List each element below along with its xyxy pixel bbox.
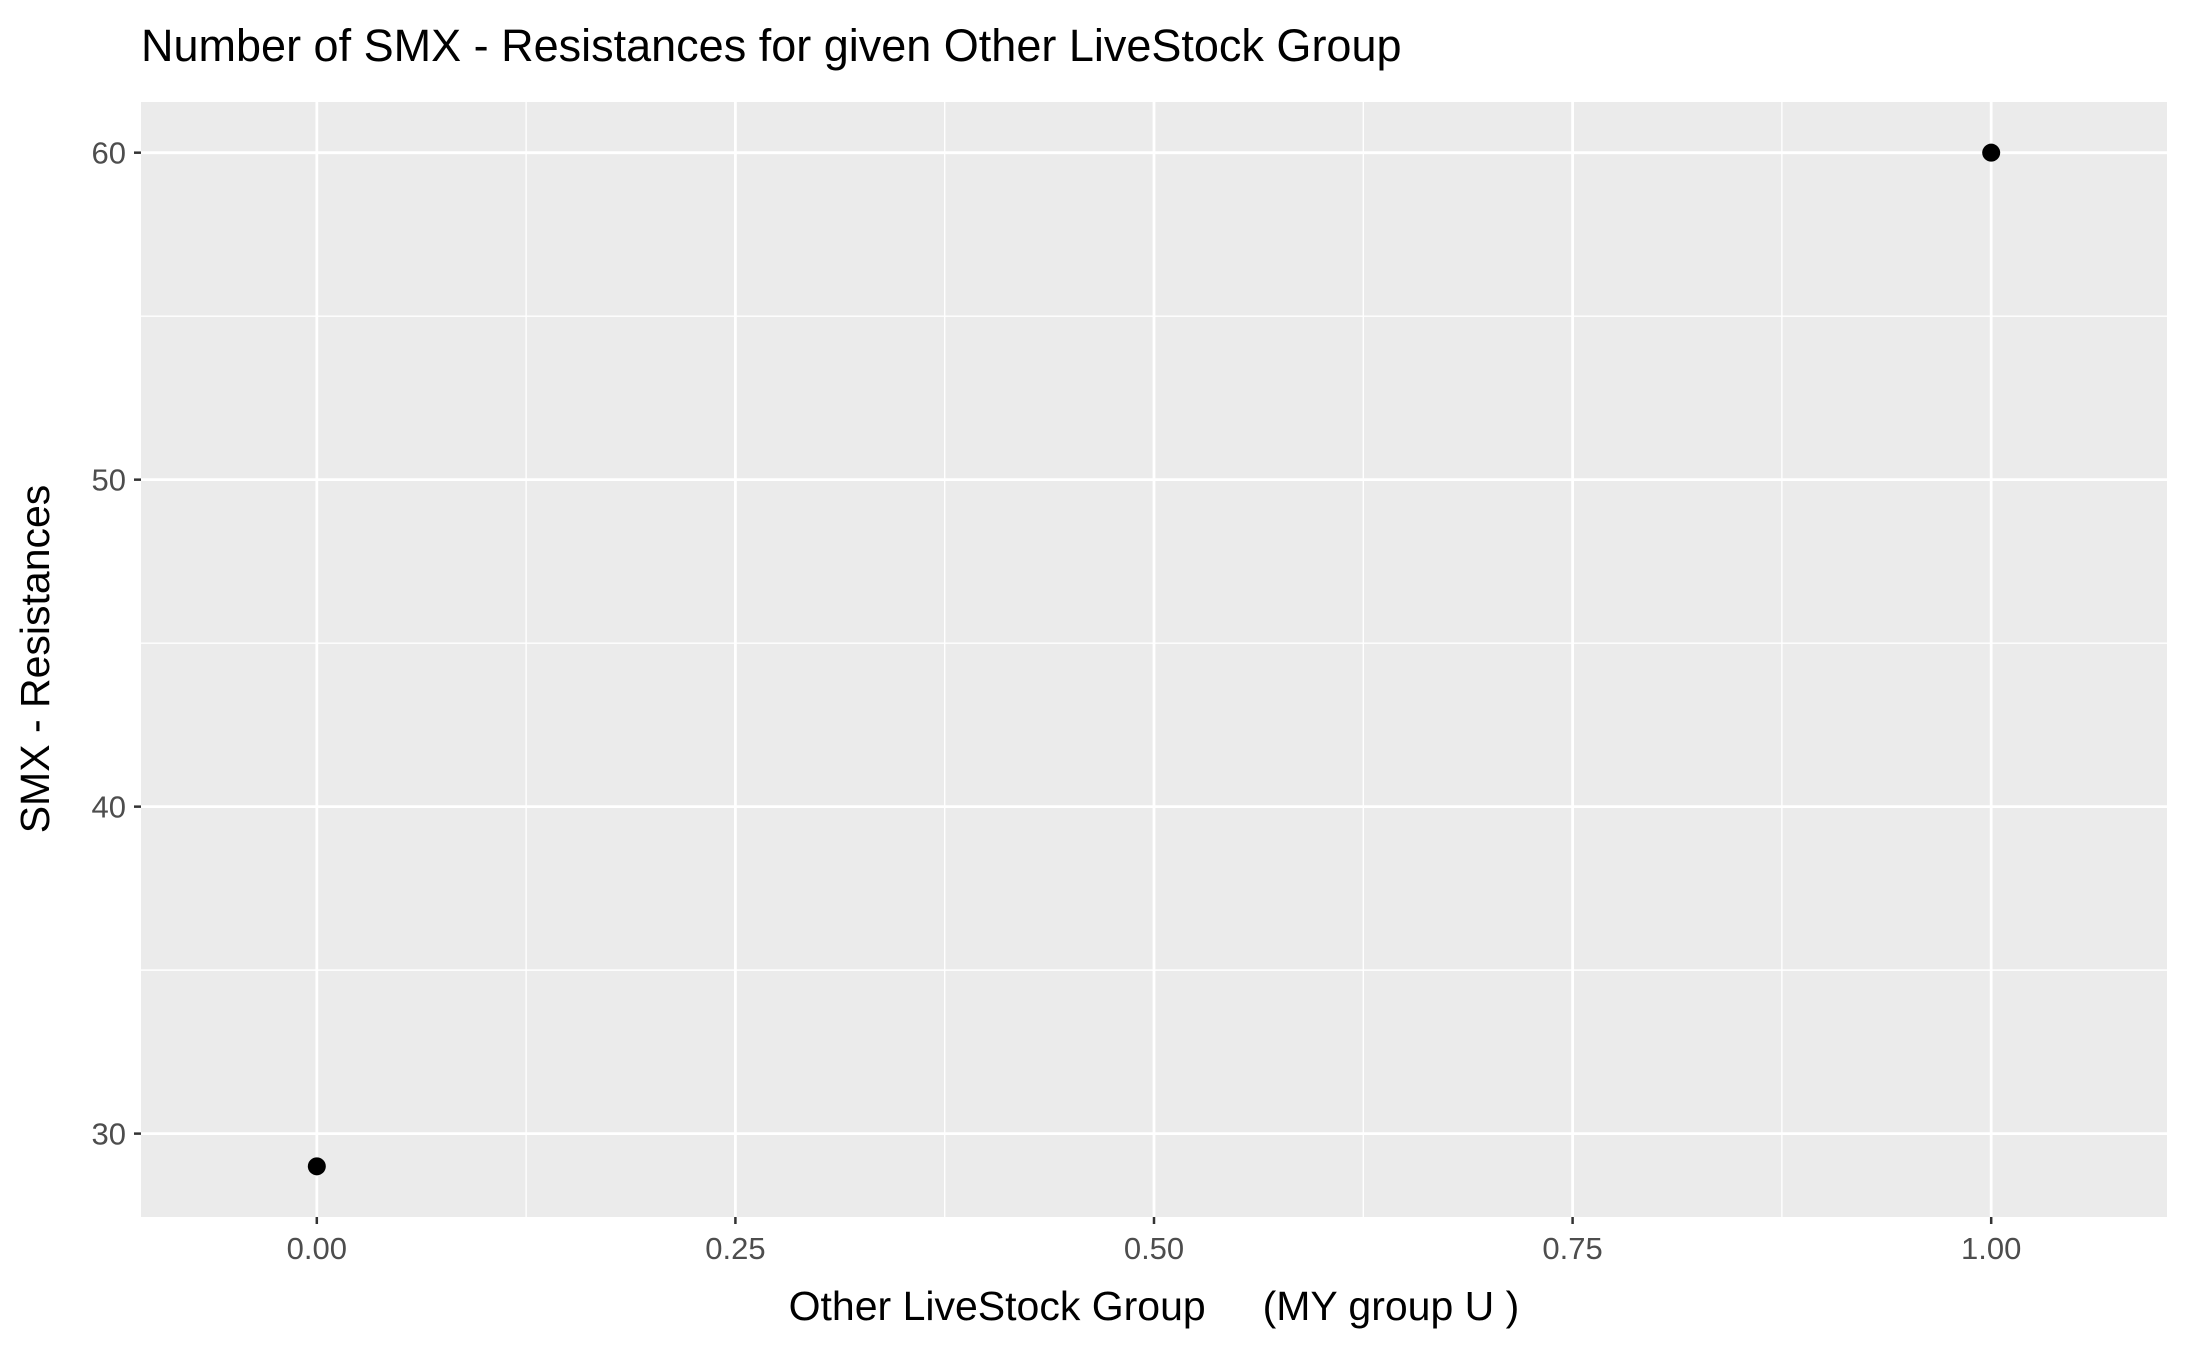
x-axis: 0.00 0.25 0.50 0.75 1.00 xyxy=(287,1217,2021,1266)
y-tick-label: 50 xyxy=(92,463,126,498)
x-tick-label: 0.25 xyxy=(705,1231,765,1266)
y-tick-label: 60 xyxy=(92,136,126,171)
data-point xyxy=(1982,143,2001,162)
x-tick-label: 0.50 xyxy=(1124,1231,1184,1266)
data-points xyxy=(307,143,2001,1176)
grid-major xyxy=(141,102,2167,1217)
x-tick-label: 0.75 xyxy=(1542,1231,1602,1266)
y-axis: 30 40 50 60 xyxy=(92,136,141,1152)
y-tick-label: 30 xyxy=(92,1117,126,1152)
chart-title: Number of SMX - Resistances for given Ot… xyxy=(141,20,1402,71)
data-point xyxy=(307,1157,326,1176)
x-tick-label: 0.00 xyxy=(287,1231,347,1266)
x-tick-label: 1.00 xyxy=(1961,1231,2021,1266)
x-axis-title: Other LiveStock Group (MY group U ) xyxy=(789,1283,1520,1329)
y-tick-label: 40 xyxy=(92,790,126,825)
y-axis-title: SMX - Resistances xyxy=(12,485,58,834)
